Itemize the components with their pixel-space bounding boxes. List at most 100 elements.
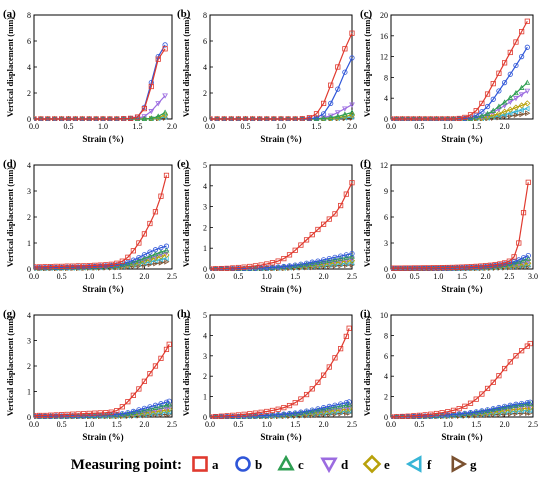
data-point-b bbox=[275, 264, 281, 270]
y-tick-label: 2 bbox=[27, 89, 31, 98]
y-axis-label: Vertical displacement (mm) bbox=[362, 167, 372, 267]
data-point-b bbox=[258, 412, 264, 419]
data-point-b bbox=[114, 411, 120, 418]
y-tick-label: 4 bbox=[203, 182, 207, 191]
square-icon bbox=[192, 456, 208, 472]
data-point-a bbox=[247, 411, 253, 417]
y-tick-label: 0 bbox=[384, 265, 388, 274]
data-point-b bbox=[507, 402, 513, 408]
data-point-a bbox=[479, 100, 485, 106]
y-tick-label: 4 bbox=[203, 63, 207, 72]
data-point-a bbox=[484, 385, 491, 392]
series-line-b bbox=[391, 401, 531, 418]
data-point-g bbox=[158, 259, 164, 266]
y-tick-label: 4 bbox=[27, 161, 31, 170]
data-point-a bbox=[292, 400, 298, 406]
data-point-c bbox=[147, 253, 153, 259]
data-point-b bbox=[309, 407, 315, 413]
data-point-a bbox=[484, 91, 491, 97]
x-tick-label: 1.0 bbox=[98, 122, 108, 131]
data-point-a bbox=[64, 411, 70, 418]
data-point-a bbox=[42, 264, 48, 270]
data-point-b bbox=[445, 412, 451, 418]
data-point-b bbox=[125, 410, 131, 416]
x-axis-label: Strain (%) bbox=[82, 284, 123, 294]
data-point-e bbox=[152, 254, 159, 262]
data-point-b bbox=[490, 406, 496, 412]
data-point-a bbox=[166, 341, 172, 347]
y-tick-label: 6 bbox=[384, 352, 388, 361]
data-point-b bbox=[490, 96, 496, 102]
data-point-a bbox=[391, 414, 394, 419]
data-point-a bbox=[433, 116, 440, 121]
data-point-a bbox=[303, 237, 310, 243]
data-point-a bbox=[155, 56, 161, 62]
data-point-a bbox=[271, 116, 277, 121]
data-point-a bbox=[158, 355, 164, 361]
x-tick-label: 1.0 bbox=[276, 122, 286, 131]
data-point-a bbox=[527, 340, 533, 347]
data-point-d bbox=[467, 411, 474, 417]
data-point-a bbox=[332, 355, 338, 361]
data-point-b bbox=[320, 257, 327, 263]
x-tick-label: 2.5 bbox=[167, 420, 177, 429]
data-point-b bbox=[292, 410, 298, 416]
x-tick-label: 1.5 bbox=[112, 272, 122, 281]
data-point-b bbox=[309, 259, 315, 265]
data-point-b bbox=[264, 412, 270, 418]
data-point-a bbox=[516, 240, 522, 246]
data-point-b bbox=[332, 254, 338, 260]
data-point-a bbox=[65, 116, 72, 121]
series-line-a bbox=[210, 32, 353, 120]
data-point-b bbox=[513, 62, 519, 69]
data-point-e bbox=[518, 102, 525, 109]
data-point-a bbox=[306, 115, 313, 121]
data-point-d bbox=[525, 259, 532, 265]
data-point-a bbox=[445, 116, 451, 121]
data-point-b bbox=[315, 258, 321, 264]
data-point-a bbox=[513, 39, 519, 45]
data-point-a bbox=[391, 116, 394, 121]
panel-label: (h) bbox=[177, 308, 191, 320]
y-tick-label: 8 bbox=[384, 73, 388, 82]
plot-frame bbox=[390, 314, 534, 418]
data-point-a bbox=[210, 266, 213, 271]
data-point-e bbox=[518, 405, 525, 412]
data-point-a bbox=[92, 262, 98, 268]
y-tick-label: 0 bbox=[384, 413, 388, 422]
data-point-b bbox=[342, 69, 348, 75]
data-point-d bbox=[141, 114, 148, 120]
data-point-a bbox=[315, 226, 321, 233]
data-point-a bbox=[119, 258, 125, 264]
y-tick-label: 0 bbox=[203, 265, 207, 274]
data-point-b bbox=[130, 408, 136, 414]
data-point-c bbox=[320, 406, 327, 412]
data-point-a bbox=[501, 365, 508, 372]
data-point-e bbox=[157, 253, 165, 260]
data-point-c bbox=[479, 112, 485, 119]
data-point-b bbox=[479, 408, 485, 414]
data-point-a bbox=[349, 180, 355, 186]
data-point-b bbox=[163, 399, 170, 405]
data-point-c bbox=[496, 405, 502, 411]
series-line-b bbox=[210, 253, 353, 270]
data-point-a bbox=[53, 263, 59, 270]
x-tick-label: 1.0 bbox=[262, 420, 272, 429]
data-point-b bbox=[119, 411, 125, 417]
data-point-a bbox=[163, 172, 170, 178]
data-point-a bbox=[399, 413, 405, 419]
x-tick-label: 0.0 bbox=[29, 272, 39, 281]
data-point-b bbox=[524, 44, 530, 50]
data-point-c bbox=[524, 79, 531, 85]
triangle-left-icon bbox=[405, 455, 422, 473]
panel-grid: (a) 0.0 0.5 1.0 1.5 2.0 0 2 4 6 8 Strain (%) Vertica… bbox=[3, 8, 538, 442]
data-point-f bbox=[152, 257, 158, 264]
data-point-a bbox=[70, 411, 76, 417]
data-point-a bbox=[210, 116, 213, 121]
data-point-c bbox=[141, 115, 148, 121]
data-point-b bbox=[298, 261, 304, 267]
data-point-b bbox=[462, 410, 468, 416]
x-axis-label: Strain (%) bbox=[260, 432, 301, 442]
y-tick-label: 6 bbox=[203, 37, 207, 46]
data-point-b bbox=[328, 100, 334, 107]
